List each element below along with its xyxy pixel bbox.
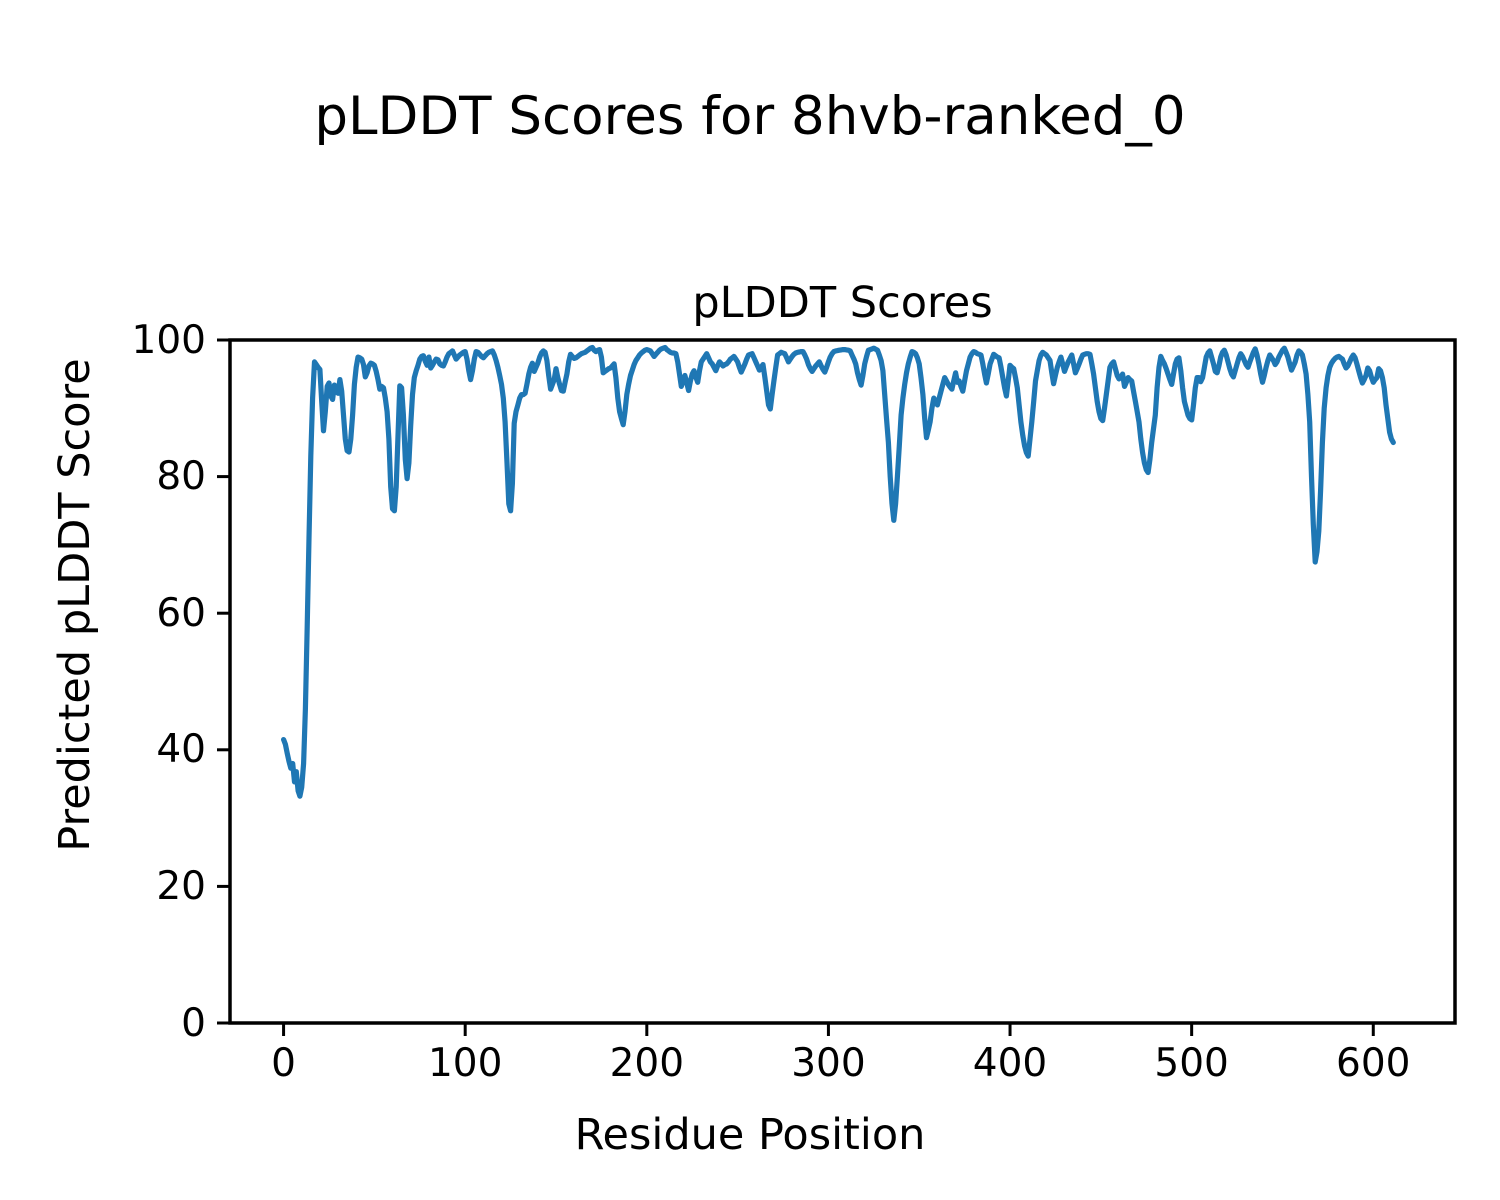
x-tick-label: 0 (271, 1041, 296, 1086)
axes-frame (228, 338, 1457, 1025)
y-tick-label: 20 (156, 863, 206, 909)
x-tick-label: 100 (427, 1041, 503, 1086)
y-axis-label: Predicted pLDDT Score (50, 358, 100, 852)
x-tick-label: 600 (1336, 1041, 1411, 1086)
axes-title: pLDDT Scores (692, 278, 993, 328)
figure-title: pLDDT Scores for 8hvb-ranked_0 (314, 86, 1186, 147)
plddt-line-series (281, 344, 1396, 799)
y-tick-label: 40 (156, 727, 206, 773)
y-tick-label: 0 (181, 1000, 206, 1046)
tick-marks (217, 338, 1375, 1036)
y-tick-label: 60 (156, 590, 206, 636)
x-tick-label: 500 (1154, 1041, 1229, 1086)
y-tick-label: 100 (131, 317, 206, 363)
x-tick-label: 400 (972, 1041, 1048, 1086)
x-tick-label: 300 (791, 1041, 866, 1086)
x-axis-label: Residue Position (574, 1110, 926, 1160)
x-tick-label: 200 (609, 1041, 685, 1086)
y-tick-label: 80 (156, 454, 206, 500)
